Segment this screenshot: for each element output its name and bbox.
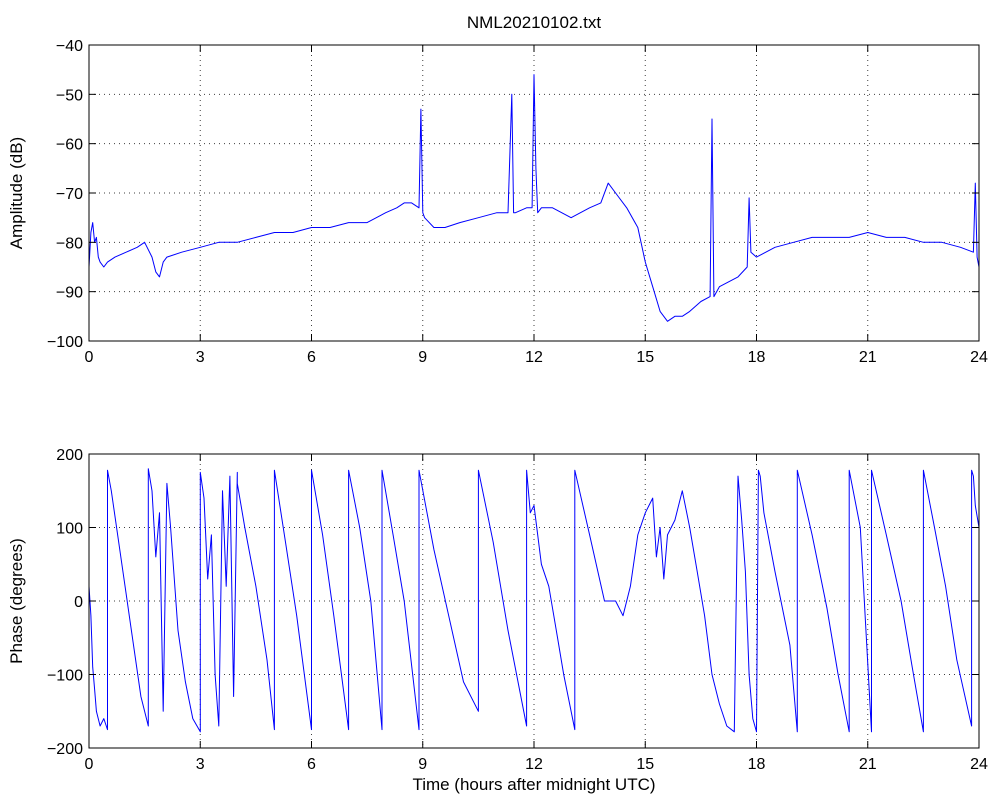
phase-xtick-label: 15 [636,756,654,773]
phase-ylabel: Phase (degrees) [7,538,26,664]
amplitude-ytick-label: −80 [56,235,83,252]
amplitude-ytick-label: −50 [56,87,83,104]
amplitude-series-line [88,74,980,322]
phase-ytick-label: −100 [47,668,83,685]
amplitude-plot: 0 3 6 9 12 15 18 21 24 −100 −90 −80 −70 −60 −50 −40 Ampl… [7,38,988,366]
phase-xtick-label: 18 [748,756,766,773]
amplitude-xtick-label: 3 [196,349,205,366]
amplitude-ylabel: Amplitude (dB) [7,137,26,249]
phase-ytick-label: 200 [56,447,83,464]
phase-ytick-label: 100 [56,521,83,538]
amplitude-xtick-label: 21 [859,349,877,366]
phase-xtick-label: 12 [525,756,543,773]
amplitude-xtick-label: 9 [418,349,427,366]
phase-ytick-label: −200 [47,741,83,758]
amplitude-xtick-label: 18 [748,349,766,366]
amplitude-xtick-label: 0 [85,349,94,366]
amplitude-xtick-label: 12 [525,349,543,366]
phase-series-line [88,468,980,733]
amplitude-ytick-label: −40 [56,38,83,55]
amplitude-ytick-label: −60 [56,137,83,154]
phase-xtick-label: 9 [418,756,427,773]
phase-xtick-label: 24 [970,756,988,773]
phase-xtick-label: 6 [307,756,316,773]
amplitude-ytick-label: −100 [47,334,83,351]
phase-plot: 0 3 6 9 12 15 18 21 24 −200 −100 0 100 200 Phase (degr… [7,447,988,794]
amplitude-xtick-label: 15 [636,349,654,366]
amplitude-xtick-label: 6 [307,349,316,366]
phase-ytick-label: 0 [74,594,83,611]
amplitude-xtick-label: 24 [970,349,988,366]
phase-xlabel: Time (hours after midnight UTC) [412,775,655,794]
phase-xtick-label: 3 [196,756,205,773]
amplitude-ytick-label: −90 [56,285,83,302]
amplitude-ytick-label: −70 [56,186,83,203]
figure-title: NML20210102.txt [467,13,601,32]
phase-xtick-label: 21 [859,756,877,773]
phase-xtick-label: 0 [85,756,94,773]
